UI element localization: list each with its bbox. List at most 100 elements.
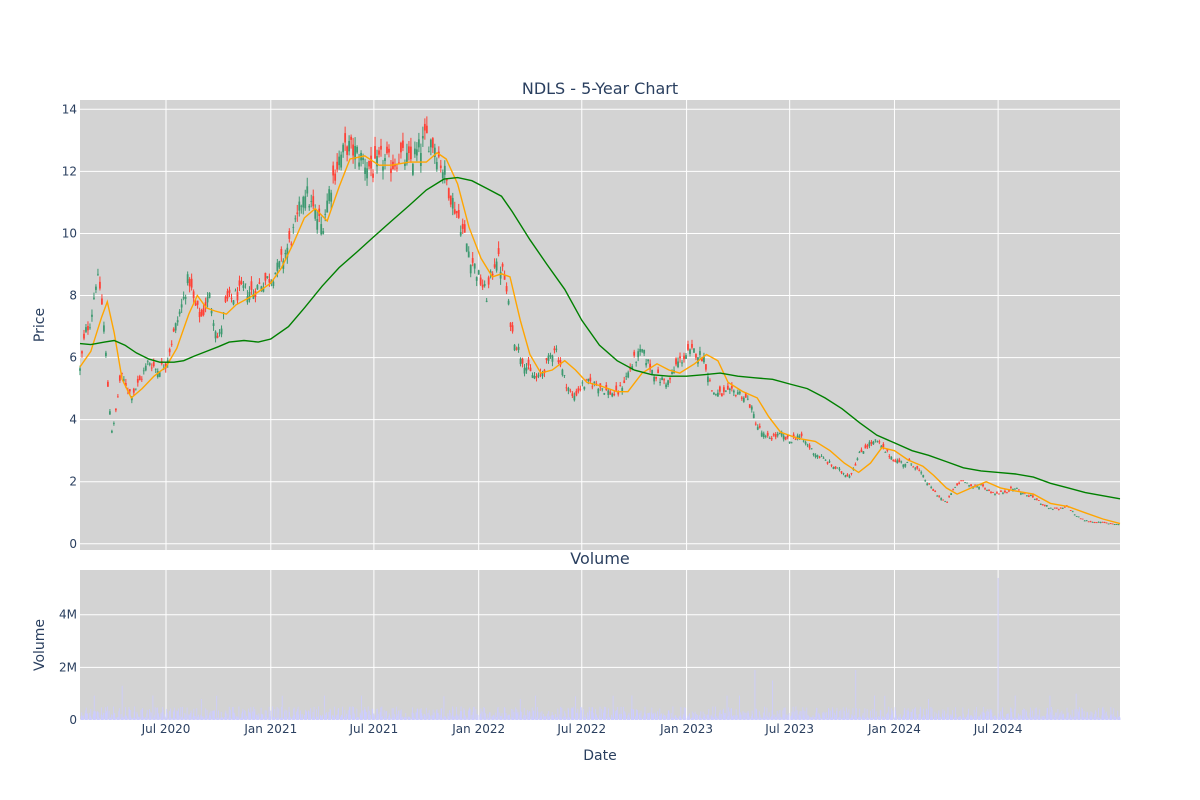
volume-bar: [616, 710, 617, 720]
volume-bar: [473, 706, 475, 720]
volume-bar: [499, 712, 501, 720]
volume-bar: [146, 709, 148, 720]
volume-bar: [472, 712, 474, 720]
volume-bar: [744, 712, 746, 720]
volume-bar: [225, 717, 227, 720]
volume-bar: [758, 717, 760, 720]
candle-body: [511, 325, 514, 332]
volume-bar: [1086, 711, 1088, 720]
candle-body: [110, 430, 113, 433]
candle-body: [412, 163, 414, 175]
candle-body: [1101, 521, 1104, 523]
candle-body: [441, 172, 444, 179]
volume-bar: [728, 707, 730, 720]
volume-bar: [431, 714, 433, 720]
volume-bar: [640, 710, 642, 720]
candle-body: [978, 487, 980, 489]
volume-bar: [161, 712, 163, 720]
volume-bar: [782, 710, 784, 720]
candle-body: [838, 468, 841, 470]
volume-bar: [908, 711, 910, 720]
candle-body: [294, 218, 297, 220]
volume-bar: [210, 710, 212, 720]
volume-bar: [1007, 713, 1009, 720]
candle-body: [284, 253, 287, 255]
candle-body: [330, 192, 333, 202]
volume-bar: [966, 715, 968, 720]
candle-body: [812, 453, 815, 455]
volume-bar: [184, 717, 186, 720]
volume-bar: [896, 717, 898, 720]
candle-body: [475, 277, 478, 281]
candle-body: [1037, 500, 1040, 501]
candle-body: [120, 372, 123, 375]
volume-bar: [515, 707, 517, 720]
candle-body: [910, 463, 913, 465]
volume-bar: [1018, 713, 1020, 720]
volume-bar: [670, 713, 672, 720]
volume-bar: [234, 715, 236, 720]
volume-bar: [265, 710, 267, 720]
volume-bar: [1042, 716, 1043, 720]
candle-body: [479, 277, 482, 285]
volume-bar: [1109, 717, 1111, 720]
volume-bar: [631, 695, 633, 720]
volume-bar: [1010, 707, 1012, 720]
candle-body: [364, 167, 366, 174]
candle-body: [1089, 521, 1092, 523]
volume-bar: [142, 716, 144, 720]
volume-bar: [627, 715, 629, 720]
volume-bar: [740, 714, 742, 720]
candle-body: [866, 445, 869, 447]
volume-bar: [1023, 709, 1025, 720]
volume-bar: [516, 709, 518, 720]
candle-body: [776, 433, 779, 436]
volume-bar: [565, 717, 567, 720]
candle-body: [310, 201, 313, 202]
volume-bar: [377, 715, 379, 720]
volume-bar: [105, 712, 107, 720]
volume-bar: [816, 708, 818, 720]
volume-bar: [170, 708, 171, 720]
volume-bar: [280, 717, 282, 720]
candle-body: [178, 311, 181, 315]
candle-body: [786, 435, 789, 438]
candle-body: [140, 378, 143, 380]
volume-bar: [859, 717, 861, 720]
candle-body: [932, 489, 935, 491]
candle-body: [497, 248, 500, 255]
volume-bar: [903, 710, 905, 720]
volume-bar: [206, 709, 208, 720]
volume-bar: [641, 717, 642, 720]
volume-bar: [539, 717, 541, 720]
candle-body: [274, 272, 277, 275]
volume-bar: [439, 714, 441, 720]
candle-body: [122, 379, 125, 381]
volume-bar: [164, 714, 166, 720]
candle-body: [477, 270, 480, 275]
volume-bar: [608, 717, 610, 720]
candle-body: [417, 139, 420, 148]
volume-bar: [607, 717, 608, 720]
volume-bar: [880, 710, 882, 720]
volume-bar: [226, 713, 228, 720]
candle-body: [687, 344, 689, 350]
volume-bar: [1113, 708, 1115, 720]
volume-bar: [250, 707, 252, 720]
x-tick-label: Jan 2023: [659, 722, 713, 736]
volume-bar: [984, 712, 985, 720]
volume-bar: [184, 712, 186, 720]
volume-bar: [405, 717, 407, 720]
candle-body: [685, 355, 687, 359]
volume-bar: [297, 708, 298, 720]
volume-bar: [306, 711, 308, 720]
volume-bar: [190, 712, 191, 720]
volume-bar: [368, 710, 370, 720]
candle-body: [818, 457, 821, 458]
volume-bar: [1033, 715, 1035, 720]
volume-bar: [1069, 717, 1071, 720]
volume-bar: [824, 712, 826, 720]
volume-bar: [505, 712, 507, 720]
volume-bar: [285, 716, 287, 720]
candle-body: [958, 482, 961, 484]
